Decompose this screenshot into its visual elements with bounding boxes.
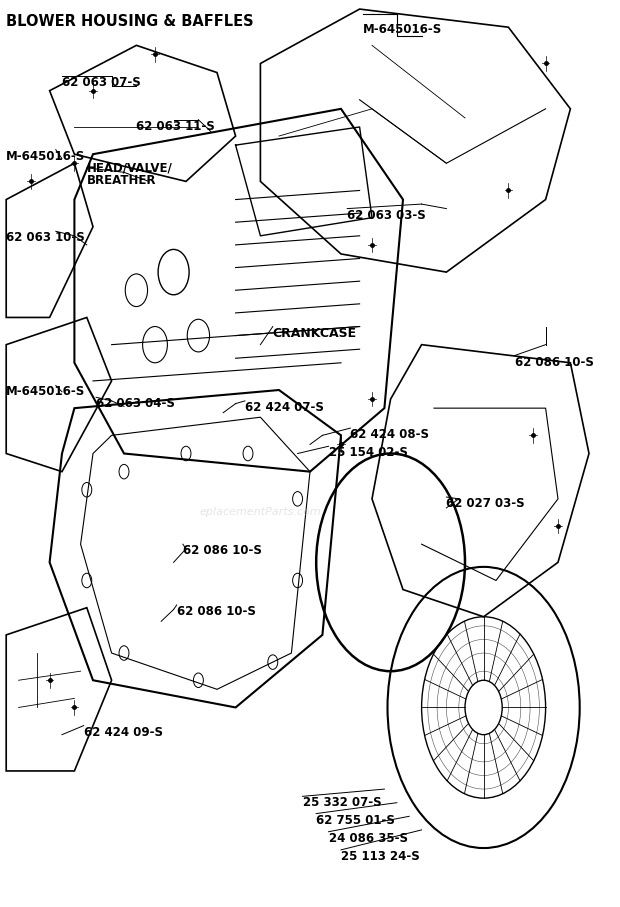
Text: 24 086 35-S: 24 086 35-S xyxy=(329,832,407,844)
Text: 25 113 24-S: 25 113 24-S xyxy=(341,850,420,863)
Circle shape xyxy=(465,680,502,735)
Text: 62 063 11-S: 62 063 11-S xyxy=(136,120,215,132)
Text: CRANKCASE: CRANKCASE xyxy=(273,327,357,339)
Text: M-645016-S: M-645016-S xyxy=(6,385,86,398)
Text: HEAD/VALVE/: HEAD/VALVE/ xyxy=(87,161,172,174)
Text: 62 086 10-S: 62 086 10-S xyxy=(177,605,255,618)
Text: 62 424 09-S: 62 424 09-S xyxy=(84,726,162,738)
Text: 62 063 03-S: 62 063 03-S xyxy=(347,209,426,221)
Text: eplacementParts.com: eplacementParts.com xyxy=(200,507,321,518)
Text: 62 063 10-S: 62 063 10-S xyxy=(6,231,85,244)
Text: M-645016-S: M-645016-S xyxy=(6,150,86,162)
Text: 62 027 03-S: 62 027 03-S xyxy=(446,497,525,510)
Text: BLOWER HOUSING & BAFFLES: BLOWER HOUSING & BAFFLES xyxy=(6,14,254,29)
Text: M-645016-S: M-645016-S xyxy=(363,23,442,35)
Text: BREATHER: BREATHER xyxy=(87,174,156,187)
Text: 25 332 07-S: 25 332 07-S xyxy=(303,796,381,809)
Text: 62 424 07-S: 62 424 07-S xyxy=(245,401,324,414)
Text: 62 063 04-S: 62 063 04-S xyxy=(96,397,175,410)
Text: 25 154 02-S: 25 154 02-S xyxy=(329,446,407,459)
Text: 62 063 07-S: 62 063 07-S xyxy=(62,76,141,89)
Text: 62 086 10-S: 62 086 10-S xyxy=(515,356,593,368)
Text: 62 086 10-S: 62 086 10-S xyxy=(183,544,262,557)
Text: 62 424 08-S: 62 424 08-S xyxy=(350,428,429,441)
Text: 62 755 01-S: 62 755 01-S xyxy=(316,814,395,826)
